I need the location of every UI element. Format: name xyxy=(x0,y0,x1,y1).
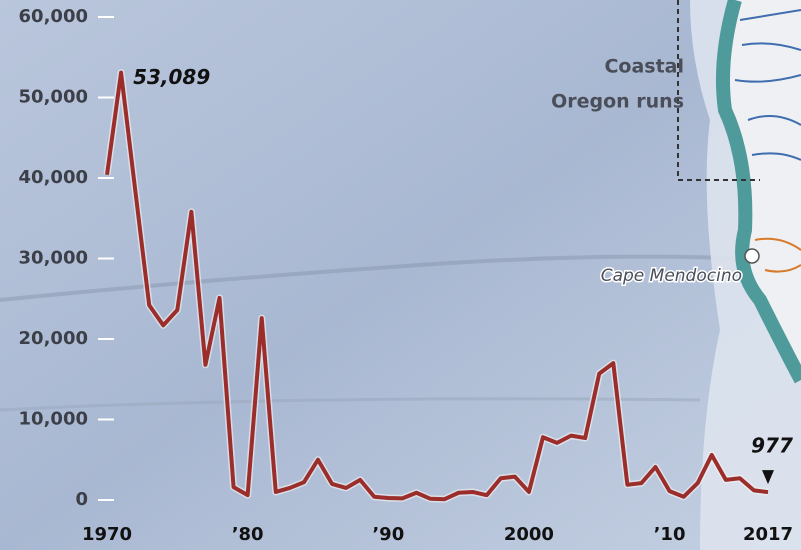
x-tick-label: ’80 xyxy=(232,524,264,545)
y-tick-label: 20,000 xyxy=(19,328,88,349)
x-tick-label: 1970 xyxy=(82,524,132,545)
map-label: Coastal xyxy=(604,56,684,78)
x-tick-label: 2000 xyxy=(504,524,554,545)
cape-dot xyxy=(745,249,759,263)
y-tick-label: 0 xyxy=(75,489,88,510)
y-tick-label: 60,000 xyxy=(19,6,88,27)
y-tick-label: 30,000 xyxy=(19,248,88,269)
x-tick-label: ’10 xyxy=(654,524,686,545)
map-label: Cape Mendocino xyxy=(601,266,742,286)
map-label: Oregon runs xyxy=(551,91,684,113)
value-label: 53,089 xyxy=(133,65,210,89)
value-label: 977 xyxy=(751,434,793,458)
chart: Coastal Oregon runs Cape Mendocino 0 10,0… xyxy=(0,0,801,550)
x-tick-label: 2017 xyxy=(743,524,793,545)
x-tick-label: ’90 xyxy=(372,524,404,545)
y-tick-label: 10,000 xyxy=(19,409,88,430)
y-tick-label: 40,000 xyxy=(19,167,88,188)
y-tick-label: 50,000 xyxy=(19,87,88,108)
